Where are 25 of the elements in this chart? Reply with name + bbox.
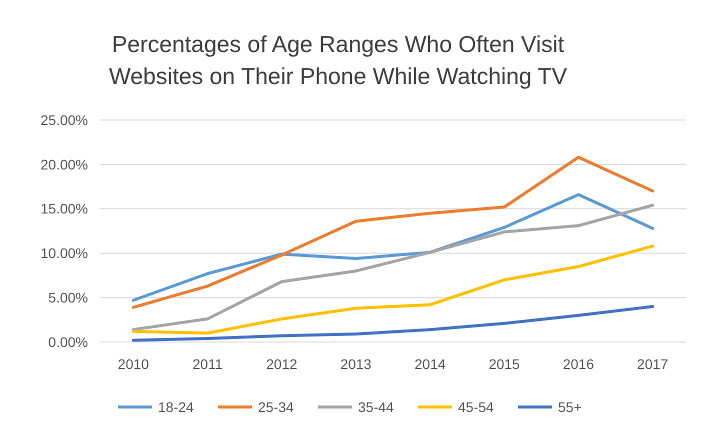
line-series xyxy=(132,304,654,342)
x-tick-label: 2010 xyxy=(118,356,150,372)
y-tick-label: 15.00% xyxy=(40,200,88,217)
y-tick-label: 5.00% xyxy=(48,290,88,306)
legend-label: 25-34 xyxy=(258,398,294,415)
x-tick-label: 2011 xyxy=(192,356,223,372)
y-tick-label: 0.00% xyxy=(48,334,88,350)
x-tick-label: 2016 xyxy=(562,356,594,372)
legend-label: 45-54 xyxy=(458,398,494,415)
x-tick-label: 2017 xyxy=(637,356,668,372)
y-tick-label: 20.00% xyxy=(40,156,88,172)
y-tick-label: 25.00% xyxy=(40,112,88,128)
line-series xyxy=(132,156,654,309)
x-tick-label: 2012 xyxy=(266,356,298,372)
line-series xyxy=(132,193,654,302)
x-tick-label: 2014 xyxy=(414,356,446,372)
line-series xyxy=(132,204,654,332)
x-tick-label: 2015 xyxy=(488,356,520,372)
chart-title: Percentages of Age Ranges Who Often Visit Websites on Their Phone While Watching TV xyxy=(108,31,568,89)
line-series xyxy=(132,244,654,335)
x-tick-label: 2013 xyxy=(340,356,372,372)
legend-label: 55+ xyxy=(558,398,582,415)
legend-label: 35-44 xyxy=(358,398,394,415)
y-tick-label: 10.00% xyxy=(40,245,88,262)
legend-label: 18-24 xyxy=(158,398,194,415)
